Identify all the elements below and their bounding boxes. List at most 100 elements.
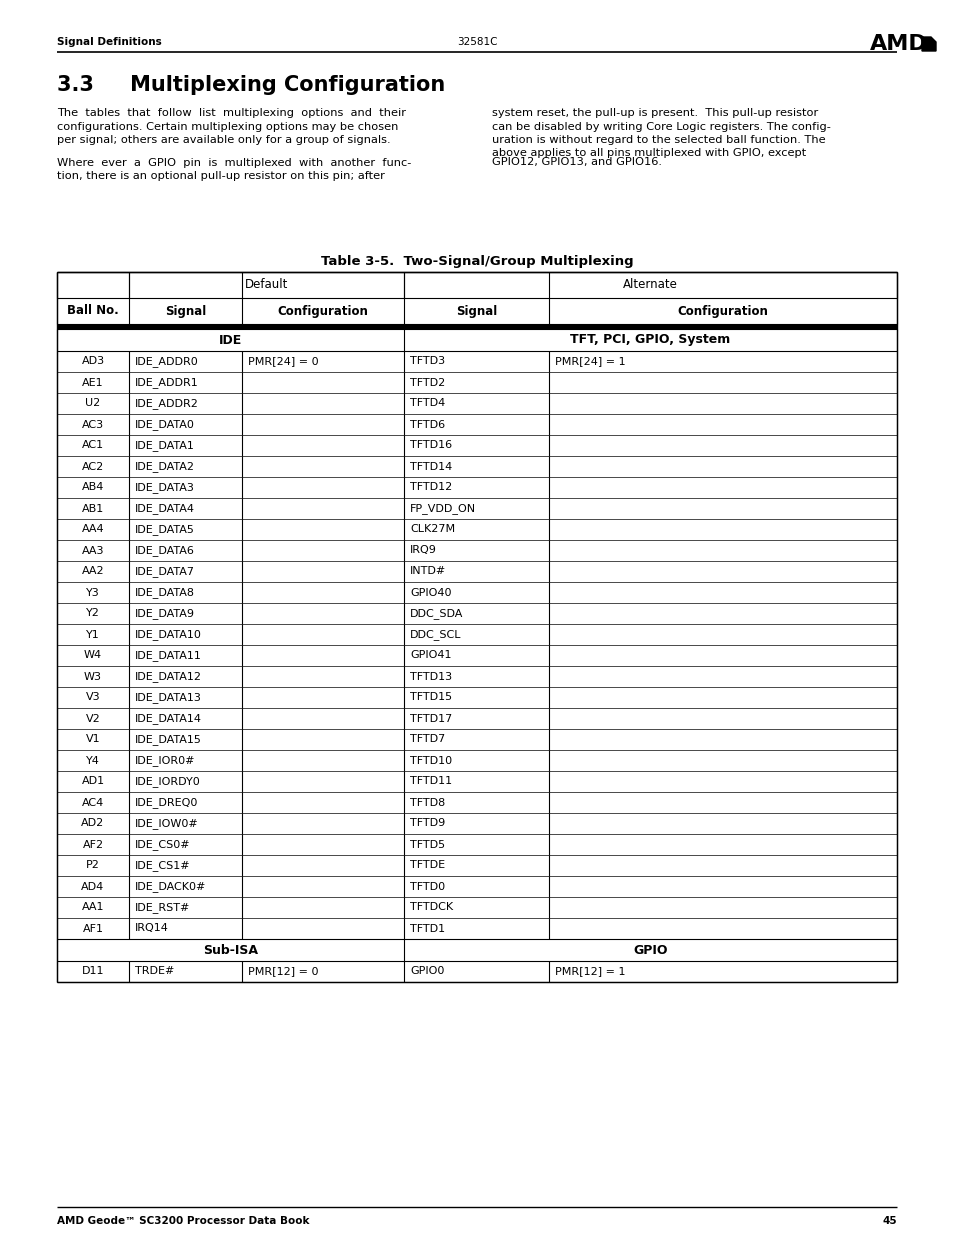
Text: IDE_DATA7: IDE_DATA7 (135, 566, 194, 577)
Text: DDC_SCL: DDC_SCL (410, 629, 461, 640)
Text: Signal: Signal (165, 305, 206, 317)
Text: Where  ever  a  GPIO  pin  is  multiplexed  with  another  func-: Where ever a GPIO pin is multiplexed wit… (57, 158, 411, 168)
Text: IDE: IDE (218, 333, 242, 347)
Text: The  tables  that  follow  list  multiplexing  options  and  their: The tables that follow list multiplexing… (57, 107, 406, 119)
Text: Y1: Y1 (86, 630, 100, 640)
Text: IDE_DATA0: IDE_DATA0 (135, 419, 194, 430)
Text: Ball No.: Ball No. (67, 305, 119, 317)
Text: IDE_DATA4: IDE_DATA4 (135, 503, 194, 514)
Text: AD3: AD3 (81, 357, 105, 367)
Text: PMR[24] = 1: PMR[24] = 1 (555, 357, 625, 367)
Text: AC1: AC1 (82, 441, 104, 451)
Text: AE1: AE1 (82, 378, 104, 388)
Text: Signal: Signal (456, 305, 497, 317)
Text: TFTD0: TFTD0 (410, 882, 445, 892)
Text: AD4: AD4 (81, 882, 105, 892)
Text: TFTD16: TFTD16 (410, 441, 452, 451)
Text: IDE_DATA11: IDE_DATA11 (135, 650, 202, 661)
Text: IDE_DATA12: IDE_DATA12 (135, 671, 202, 682)
Text: D11: D11 (82, 967, 104, 977)
Text: AMD: AMD (869, 35, 926, 54)
Text: TFTD6: TFTD6 (410, 420, 445, 430)
Text: TFTD2: TFTD2 (410, 378, 445, 388)
Text: GPIO: GPIO (633, 944, 667, 956)
Text: GPIO40: GPIO40 (410, 588, 451, 598)
Text: Default: Default (245, 279, 288, 291)
Text: IDE_DATA2: IDE_DATA2 (135, 461, 194, 472)
Text: GPIO12, GPIO13, and GPIO16.: GPIO12, GPIO13, and GPIO16. (492, 158, 661, 168)
Text: TFTD7: TFTD7 (410, 735, 445, 745)
Text: AA4: AA4 (82, 525, 104, 535)
Text: IDE_ADDR1: IDE_ADDR1 (135, 377, 198, 388)
Text: IDE_DREQ0: IDE_DREQ0 (135, 797, 198, 808)
Text: V1: V1 (86, 735, 100, 745)
Text: IDE_ADDR2: IDE_ADDR2 (135, 398, 198, 409)
Bar (57, 324, 896, 329)
Text: DDC_SDA: DDC_SDA (410, 608, 463, 619)
Text: PMR[12] = 1: PMR[12] = 1 (555, 967, 625, 977)
Text: TFTD11: TFTD11 (410, 777, 452, 787)
Text: IDE_DATA10: IDE_DATA10 (135, 629, 202, 640)
Text: IDE_DATA15: IDE_DATA15 (135, 734, 202, 745)
Text: IDE_IOW0#: IDE_IOW0# (135, 818, 198, 829)
Text: Y4: Y4 (86, 756, 100, 766)
Text: AF2: AF2 (82, 840, 104, 850)
Text: AC3: AC3 (82, 420, 104, 430)
Text: TFTDCK: TFTDCK (410, 903, 453, 913)
Text: TFTDE: TFTDE (410, 861, 445, 871)
Text: Configuration: Configuration (677, 305, 767, 317)
Text: configurations. Certain multiplexing options may be chosen: configurations. Certain multiplexing opt… (57, 121, 398, 131)
Text: system reset, the pull-up is present.  This pull-up resistor: system reset, the pull-up is present. Th… (492, 107, 818, 119)
Text: IDE_IORDY0: IDE_IORDY0 (135, 776, 200, 787)
Text: AA3: AA3 (82, 546, 104, 556)
Text: TRDE#: TRDE# (135, 967, 174, 977)
Text: TFTD15: TFTD15 (410, 693, 452, 703)
Text: TFTD4: TFTD4 (410, 399, 445, 409)
Text: TFTD13: TFTD13 (410, 672, 452, 682)
Text: Configuration: Configuration (277, 305, 368, 317)
Text: PMR[12] = 0: PMR[12] = 0 (248, 967, 318, 977)
Text: Alternate: Alternate (622, 279, 678, 291)
Text: IRQ9: IRQ9 (410, 546, 436, 556)
Text: AB4: AB4 (82, 483, 104, 493)
Text: IDE_DATA5: IDE_DATA5 (135, 524, 194, 535)
Text: per signal; others are available only for a group of signals.: per signal; others are available only fo… (57, 135, 390, 144)
Polygon shape (921, 37, 935, 51)
Text: TFTD10: TFTD10 (410, 756, 452, 766)
Text: W3: W3 (84, 672, 102, 682)
Text: tion, there is an optional pull-up resistor on this pin; after: tion, there is an optional pull-up resis… (57, 170, 384, 182)
Text: PMR[24] = 0: PMR[24] = 0 (248, 357, 318, 367)
Text: TFTD14: TFTD14 (410, 462, 452, 472)
Text: uration is without regard to the selected ball function. The: uration is without regard to the selecte… (492, 135, 824, 144)
Text: 45: 45 (882, 1216, 896, 1226)
Text: TFT, PCI, GPIO, System: TFT, PCI, GPIO, System (570, 333, 730, 347)
Bar (57, 272, 896, 982)
Text: 3.3     Multiplexing Configuration: 3.3 Multiplexing Configuration (57, 75, 445, 95)
Text: Y3: Y3 (86, 588, 100, 598)
Text: IDE_CS0#: IDE_CS0# (135, 839, 191, 850)
Text: IDE_DATA14: IDE_DATA14 (135, 713, 202, 724)
Text: GPIO0: GPIO0 (410, 967, 444, 977)
Text: IDE_DATA6: IDE_DATA6 (135, 545, 194, 556)
Text: IDE_DATA3: IDE_DATA3 (135, 482, 194, 493)
Text: AB1: AB1 (82, 504, 104, 514)
Text: IDE_DATA9: IDE_DATA9 (135, 608, 194, 619)
Text: INTD#: INTD# (410, 567, 446, 577)
Text: Sub-ISA: Sub-ISA (203, 944, 257, 956)
Text: AF1: AF1 (82, 924, 103, 934)
Text: TFTD3: TFTD3 (410, 357, 445, 367)
Text: IDE_RST#: IDE_RST# (135, 902, 191, 913)
Text: TFTD1: TFTD1 (410, 924, 445, 934)
Text: IDE_DATA8: IDE_DATA8 (135, 587, 194, 598)
Text: U2: U2 (85, 399, 100, 409)
Text: TFTD12: TFTD12 (410, 483, 452, 493)
Text: V3: V3 (86, 693, 100, 703)
Text: IDE_DACK0#: IDE_DACK0# (135, 881, 206, 892)
Text: TFTD17: TFTD17 (410, 714, 452, 724)
Text: can be disabled by writing Core Logic registers. The config-: can be disabled by writing Core Logic re… (492, 121, 830, 131)
Text: V2: V2 (86, 714, 100, 724)
Text: above applies to all pins multiplexed with GPIO, except: above applies to all pins multiplexed wi… (492, 148, 805, 158)
Text: Y2: Y2 (86, 609, 100, 619)
Text: IDE_ADDR0: IDE_ADDR0 (135, 356, 198, 367)
Text: CLK27M: CLK27M (410, 525, 455, 535)
